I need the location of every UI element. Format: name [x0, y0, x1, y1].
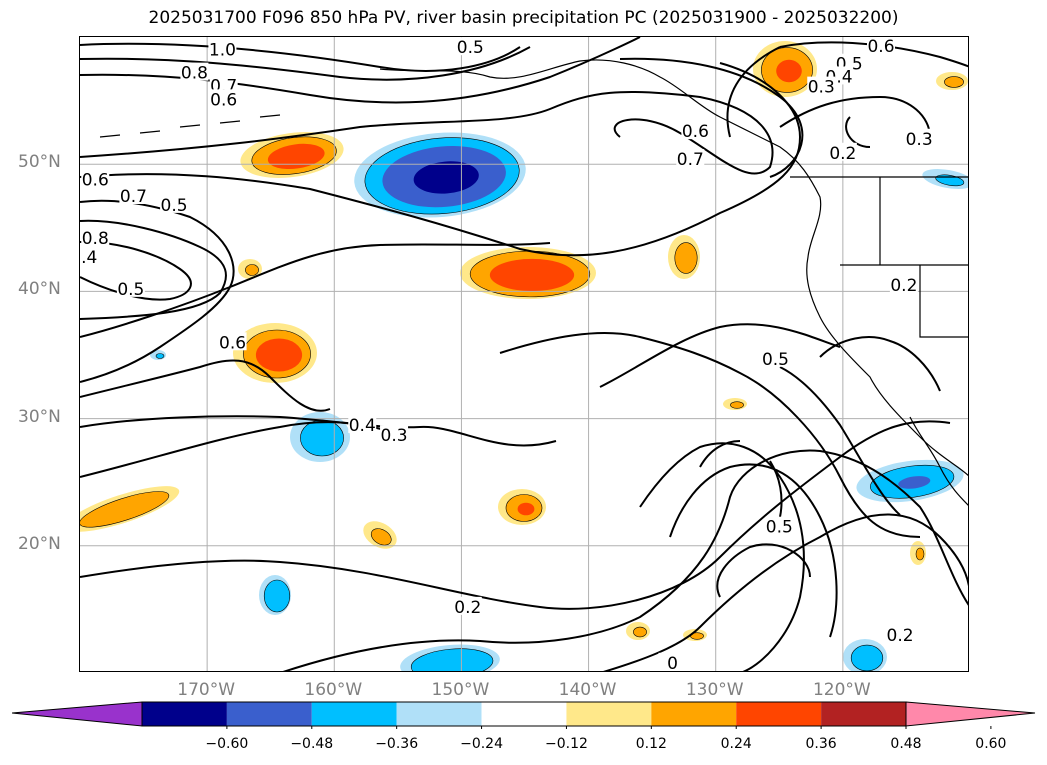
contour-label-bg [80, 247, 98, 266]
contour-label-bg [765, 516, 794, 535]
colorbar-tick-label: −0.24 [460, 736, 503, 752]
contour-label-bg [867, 37, 895, 54]
contour-label-bg [81, 169, 110, 188]
contour-label: 0.7 [677, 150, 704, 170]
contour-label: 0.5 [766, 518, 793, 538]
colorbar-segment [651, 702, 737, 726]
colorbar-segment [566, 702, 652, 726]
contour-label-bg [180, 62, 209, 81]
colorbar-tick-label: 0.12 [635, 736, 667, 752]
contour-label: 0.4 [80, 248, 97, 268]
contour-label: 0.2 [890, 276, 917, 296]
contour-label-bg [456, 37, 485, 56]
pv-contour-labels: 1.00.80.70.60.5 0.60.50.40.30.60.7 0.20.30… [80, 37, 934, 672]
contour-label-bg [119, 186, 148, 204]
map-panel[interactable]: 1.0 0.8 0.7 0.6 0.5 0.6 0.5 0.4 0.3 0.6 0.7 0.2 0.3 0… [79, 36, 969, 672]
contour-label: 0.5 [117, 280, 144, 300]
map-title: 2025031700 F096 850 hPa PV, river basin … [148, 8, 899, 28]
contour-label-bg [658, 652, 687, 671]
contour-label: 0.6 [682, 122, 709, 142]
longitude-label: 170°W [177, 680, 236, 700]
colorbar-tick-label: 0.48 [890, 736, 922, 752]
contour-label: 0.3 [381, 426, 408, 446]
contour-label: 0.5 [161, 196, 188, 216]
contour-label-bg [116, 278, 145, 297]
contour-label: 0.5 [762, 350, 789, 370]
colorbar-segment [481, 702, 567, 726]
longitude-label: 140°W [558, 680, 617, 700]
colorbar-segment [142, 702, 227, 726]
contour-label: 0.8 [82, 229, 109, 249]
colorbar-segment [736, 702, 822, 726]
contour-label: 1.0 [209, 41, 236, 61]
contour-label: 0.6 [210, 90, 237, 110]
map-canvas: 1.00.80.70.60.5 0.60.50.40.30.60.7 0.20.30… [80, 37, 968, 672]
contour-label: 0.6 [82, 170, 109, 190]
contour-label-bg [886, 624, 915, 643]
colorbar-extend-low [12, 701, 143, 727]
contour-label-bg [209, 89, 238, 108]
latitude-label: 20°N [18, 533, 61, 554]
longitude-label: 160°W [304, 680, 363, 700]
colorbar-segment [311, 702, 397, 726]
contour-label-bg [889, 275, 918, 294]
colorbar-tick-label: 0.60 [975, 736, 1007, 752]
contour-label: 0 [667, 654, 678, 672]
colorbar-tick-label: −0.12 [544, 736, 588, 752]
colorbar-tick-label: 0.24 [720, 736, 752, 752]
contour-label: 0.6 [219, 333, 246, 353]
contour-label-bg [380, 425, 409, 444]
contour-label: 0.5 [457, 38, 484, 58]
colorbar-tick-label: 0.36 [805, 736, 837, 752]
contour-label: 0.7 [120, 187, 147, 207]
contour-label: 0.3 [808, 78, 835, 98]
colorbar-tick-label: −0.48 [290, 736, 334, 752]
contour-label: 0.8 [181, 64, 208, 84]
pv-contours [80, 37, 968, 671]
colorbar-extend-high [905, 701, 1036, 727]
colorbar-tick-label: −0.60 [205, 736, 249, 752]
contour-label-bg [676, 149, 705, 168]
contour-label-bg [807, 76, 836, 95]
contour-label-bg [209, 75, 238, 94]
contour-label-bg [160, 194, 189, 213]
contour-label-bg [218, 332, 247, 351]
contour-label-bg [905, 128, 934, 147]
contour-label: 0.2 [887, 626, 914, 646]
latitude-label: 50°N [18, 152, 61, 173]
contour-label-bg [761, 348, 790, 367]
longitude-label: 120°W [812, 680, 871, 700]
contour-label-bg [828, 142, 857, 161]
contour-label-bg [681, 121, 710, 140]
longitude-label: 130°W [685, 680, 744, 700]
contour-label-bg [453, 596, 482, 615]
latitude-label: 40°N [18, 279, 61, 300]
precip-anomaly-shading [80, 41, 968, 671]
contour-label-bg [348, 414, 377, 433]
contour-label-bg [81, 227, 110, 246]
colorbar-tick-label: −0.36 [375, 736, 419, 752]
coastlines [99, 59, 968, 506]
contour-label: 0.2 [454, 598, 481, 618]
latitude-label: 30°N [18, 406, 61, 427]
colorbar-segment [396, 702, 482, 726]
colorbar [12, 701, 1036, 729]
contour-label-bg [208, 39, 237, 58]
contour-label: 0.4 [349, 416, 376, 436]
contour-label: 0.3 [906, 130, 933, 150]
contour-label: 0.2 [829, 144, 856, 164]
colorbar-segment [226, 702, 312, 726]
colorbar-segment [821, 702, 906, 726]
longitude-label: 150°W [431, 680, 490, 700]
contour-label: 0.6 [867, 37, 894, 57]
